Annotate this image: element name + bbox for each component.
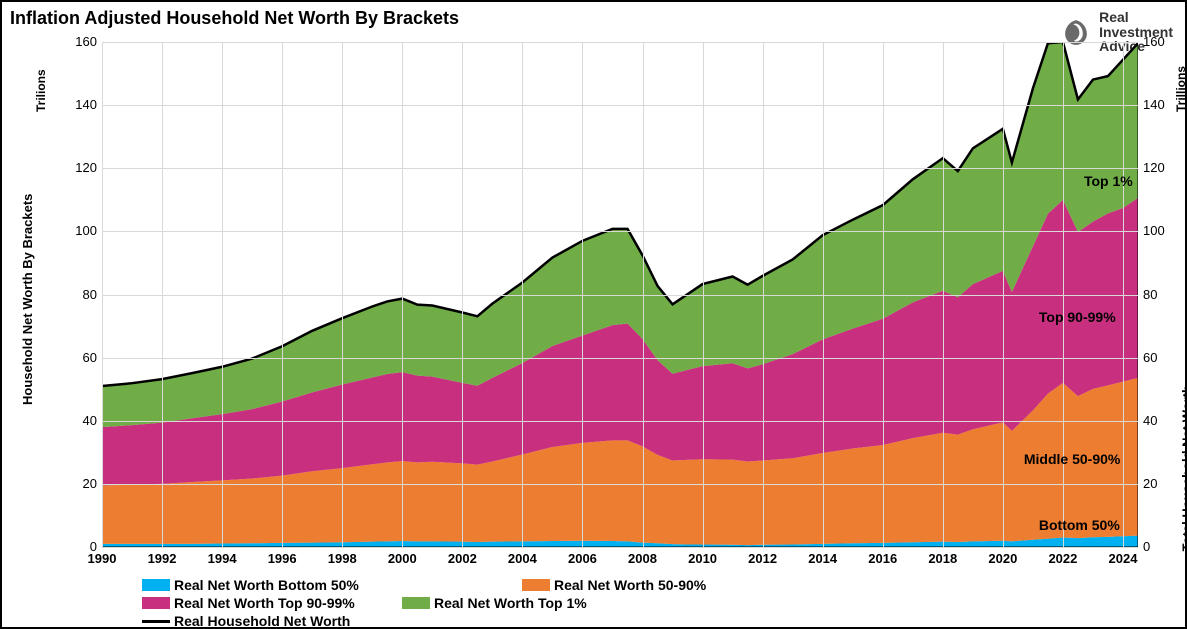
ytick-left: 100 [57, 223, 97, 238]
annotation: Bottom 50% [1039, 517, 1120, 533]
xtick: 1992 [142, 551, 182, 566]
gridline-v [703, 42, 704, 547]
gridline-v [1063, 42, 1064, 547]
legend-label: Real Household Net Worth [174, 613, 350, 629]
xtick: 2014 [803, 551, 843, 566]
xtick: 2008 [623, 551, 663, 566]
xtick: 1990 [82, 551, 122, 566]
gridline-h [102, 358, 1138, 359]
gridline-v [883, 42, 884, 547]
gridline-v [763, 42, 764, 547]
y-axis-label-right: Total Household Net Worth [1179, 385, 1187, 551]
gridline-v [102, 42, 103, 547]
xtick: 2018 [923, 551, 963, 566]
ytick-right: 40 [1143, 413, 1183, 428]
chart-legend: Real Net Worth Bottom 50% Real Net Worth … [142, 577, 1142, 629]
gridline-h [102, 105, 1138, 106]
ytick-right: 100 [1143, 223, 1183, 238]
gridline-v [282, 42, 283, 547]
gridline-v [582, 42, 583, 547]
ytick-left: 20 [57, 476, 97, 491]
chart-container: Inflation Adjusted Household Net Worth B… [0, 0, 1187, 629]
ytick-right: 120 [1143, 160, 1183, 175]
logo-line-1: Real [1099, 10, 1173, 25]
ytick-left: 120 [57, 160, 97, 175]
annotation: Top 90-99% [1039, 309, 1116, 325]
xtick: 2000 [382, 551, 422, 566]
y-axis-label-left: Household Net Worth By Brackets [20, 193, 35, 404]
gridline-h [102, 168, 1138, 169]
ytick-left: 40 [57, 413, 97, 428]
xtick: 2022 [1043, 551, 1083, 566]
annotation: Top 1% [1084, 173, 1133, 189]
gridline-v [1123, 42, 1124, 547]
ytick-left: 140 [57, 97, 97, 112]
gridline-h [102, 484, 1138, 485]
ytick-right: 140 [1143, 97, 1183, 112]
gridline-v [643, 42, 644, 547]
ytick-left: 80 [57, 287, 97, 302]
ytick-right: 160 [1143, 34, 1183, 49]
ytick-left: 60 [57, 350, 97, 365]
gridline-v [162, 42, 163, 547]
gridline-v [462, 42, 463, 547]
gridline-v [222, 42, 223, 547]
gridline-h [102, 295, 1138, 296]
legend-label: Real Net Worth Bottom 50% [174, 577, 359, 593]
legend-label: Real Net Worth Top 1% [434, 595, 587, 611]
xtick: 2006 [562, 551, 602, 566]
xtick: 1996 [262, 551, 302, 566]
chart-title: Inflation Adjusted Household Net Worth B… [10, 8, 459, 29]
gridline-h [102, 231, 1138, 232]
xtick: 1998 [322, 551, 362, 566]
xtick: 2004 [502, 551, 542, 566]
legend-item: Real Net Worth Top 1% [402, 595, 782, 611]
legend-item: Real Net Worth Top 90-99% [142, 595, 402, 611]
gridline-h [102, 547, 1138, 548]
ytick-right: 20 [1143, 476, 1183, 491]
gridline-v [342, 42, 343, 547]
legend-item: Real Household Net Worth [142, 613, 522, 629]
gridline-v [522, 42, 523, 547]
gridline-v [823, 42, 824, 547]
xtick: 2020 [983, 551, 1023, 566]
xtick: 2002 [442, 551, 482, 566]
gridline-v [943, 42, 944, 547]
ytick-right: 60 [1143, 350, 1183, 365]
xtick: 1994 [202, 551, 242, 566]
ytick-left: 160 [57, 34, 97, 49]
gridline-h [102, 421, 1138, 422]
ytick-right: 0 [1143, 539, 1183, 554]
xtick: 2012 [743, 551, 783, 566]
gridline-v [402, 42, 403, 547]
annotation: Middle 50-90% [1024, 451, 1120, 467]
xtick: 2016 [863, 551, 903, 566]
y-axis-unit-left: Trilions [34, 69, 48, 112]
legend-item: Real Net Worth Bottom 50% [142, 577, 522, 593]
xtick: 2010 [683, 551, 723, 566]
legend-label: Real Net Worth Top 90-99% [174, 595, 355, 611]
ytick-right: 80 [1143, 287, 1183, 302]
legend-item: Real Net Worth 50-90% [522, 577, 902, 593]
xtick: 2024 [1103, 551, 1143, 566]
legend-label: Real Net Worth 50-90% [554, 577, 706, 593]
gridline-h [102, 42, 1138, 43]
gridline-v [1003, 42, 1004, 547]
